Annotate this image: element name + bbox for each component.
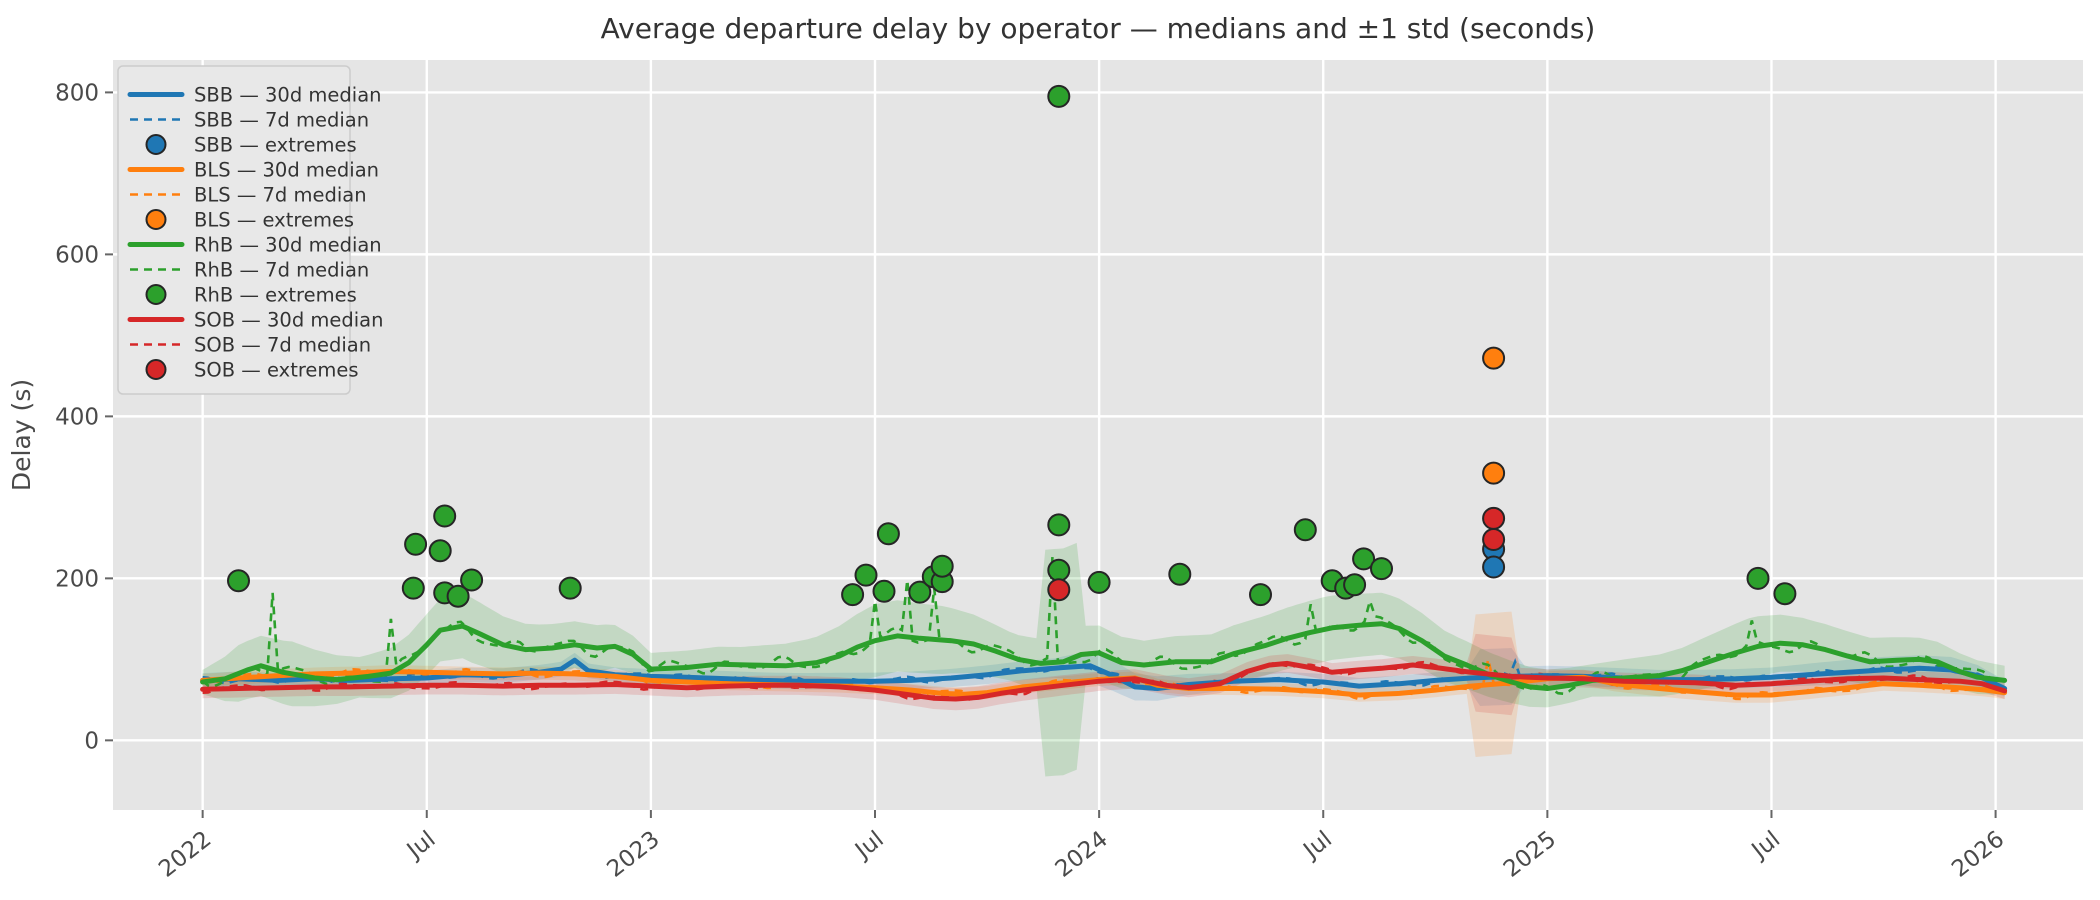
extreme-dot-SOB: [1482, 528, 1506, 551]
legend-dot-swatch: [145, 284, 167, 305]
y-tick-label: 200: [55, 566, 99, 592]
band-SOB-std: [202, 633, 2005, 716]
legend-dot-swatch: [145, 209, 167, 230]
extreme-dot-RhB: [841, 583, 865, 607]
legend-item-sbb-extremes: SBB — extremes: [145, 134, 357, 157]
legend-item-rhb-30d-median: RhB — 30d median: [127, 234, 382, 257]
extreme-dot-BLS: [1482, 461, 1506, 485]
legend-item-rhb-extremes: RhB — extremes: [145, 284, 357, 307]
extreme-dot-SOB: [1047, 578, 1071, 602]
legend-item-sob-7d-median: SOB — 7d median: [130, 334, 371, 357]
legend-item-label: BLS — extremes: [194, 209, 354, 232]
y-tick-label: 400: [55, 404, 99, 430]
y-tick-label: 800: [55, 80, 99, 106]
x-tick-label: 2023: [602, 826, 664, 883]
line-SOB-30d-median: [200, 660, 2008, 702]
legend-item-label: SOB — 30d median: [194, 309, 384, 332]
x-tick-label: Jul: [1297, 826, 1336, 865]
extreme-dot-RhB: [401, 576, 425, 600]
x-tick-label: Jul: [401, 826, 440, 865]
extreme-dot-RhB: [428, 539, 452, 563]
legend-box: [117, 65, 351, 395]
y-tick-label: 0: [84, 728, 99, 754]
extreme-dot-RhB: [854, 563, 878, 587]
extreme-dot-RhB: [1047, 558, 1071, 582]
band-BLS-std: [202, 611, 2005, 757]
legend-item-label: SBB — extremes: [194, 134, 357, 157]
x-tick-label: 2024: [1051, 826, 1113, 883]
extreme-dot-SBB: [1482, 555, 1506, 579]
extreme-dot-RhB: [872, 579, 896, 603]
legend-item-bls-extremes: BLS — extremes: [145, 209, 354, 232]
legend-item-label: RhB — 7d median: [194, 259, 369, 282]
x-tick-label: Jul: [849, 826, 888, 865]
legend-item-label: BLS — 30d median: [194, 159, 379, 182]
extreme-dot-RhB: [1343, 573, 1367, 597]
legend-dot-swatch: [145, 134, 167, 155]
extreme-dot-RhB: [1249, 583, 1272, 607]
x-tick-label: 2025: [1499, 826, 1561, 883]
line-RhB-7d-median: [201, 555, 2005, 696]
extreme-dot-RhB: [1087, 570, 1111, 594]
extreme-dot-RhB: [1352, 547, 1376, 571]
legend-dot-swatch: [145, 359, 167, 380]
extreme-dot-RhB: [446, 584, 470, 608]
y-tick-label: 600: [55, 242, 99, 268]
legend-item-bls-30d-median: BLS — 30d median: [127, 159, 379, 182]
extreme-dot-RhB: [876, 522, 900, 546]
extreme-dot-RhB: [1047, 513, 1071, 537]
extreme-dot-RhB: [460, 568, 484, 592]
legend-item-label: BLS — 7d median: [194, 184, 367, 207]
chart-title: Average departure delay by operator — me…: [601, 12, 1596, 45]
legend-item-label: SOB — 7d median: [194, 334, 371, 357]
extreme-dot-RhB: [908, 580, 932, 604]
extreme-dot-SOB: [1482, 506, 1506, 530]
x-tick-label: 2022: [154, 826, 216, 883]
x-tick-label: 2026: [1947, 826, 2009, 883]
extreme-dot-RhB: [558, 576, 582, 600]
extreme-dot-RhB: [1370, 557, 1393, 581]
extreme-dot-RhB: [930, 554, 954, 578]
legend-item-rhb-7d-median: RhB — 7d median: [130, 259, 369, 282]
extreme-dot-RhB: [1293, 518, 1317, 542]
x-tick-label: Jul: [1746, 826, 1785, 865]
extreme-dot-RhB: [1773, 582, 1797, 606]
legend-item-bls-7d-median: BLS — 7d median: [130, 184, 367, 207]
legend-item-sob-extremes: SOB — extremes: [145, 359, 359, 382]
extreme-dot-RhB: [1047, 84, 1071, 108]
legend-item-label: SBB — 30d median: [194, 84, 382, 107]
lines-30d-median: [200, 621, 2008, 702]
legend-item-sbb-30d-median: SBB — 30d median: [127, 84, 382, 107]
extreme-dot-RhB: [404, 532, 428, 556]
line-RhB-30d-median: [200, 621, 2008, 691]
band-RhB-std: [202, 542, 2005, 777]
extreme-dot-RhB: [1168, 562, 1192, 586]
legend-item-label: RhB — 30d median: [194, 234, 382, 257]
extreme-dot-BLS: [1482, 346, 1506, 370]
legend-item-label: SBB — 7d median: [194, 109, 369, 132]
y-axis-label: Delay (s): [7, 379, 36, 491]
extreme-dot-RhB: [1746, 566, 1770, 590]
extreme-dot-RhB: [433, 504, 457, 528]
legend-item-label: RhB — extremes: [194, 284, 357, 307]
extreme-points: [227, 84, 1797, 608]
extreme-dot-RhB: [227, 569, 250, 593]
legend-item-sob-30d-median: SOB — 30d median: [127, 309, 384, 332]
legend-item-sbb-7d-median: SBB — 7d median: [130, 109, 369, 132]
legend-item-label: SOB — extremes: [194, 359, 359, 382]
